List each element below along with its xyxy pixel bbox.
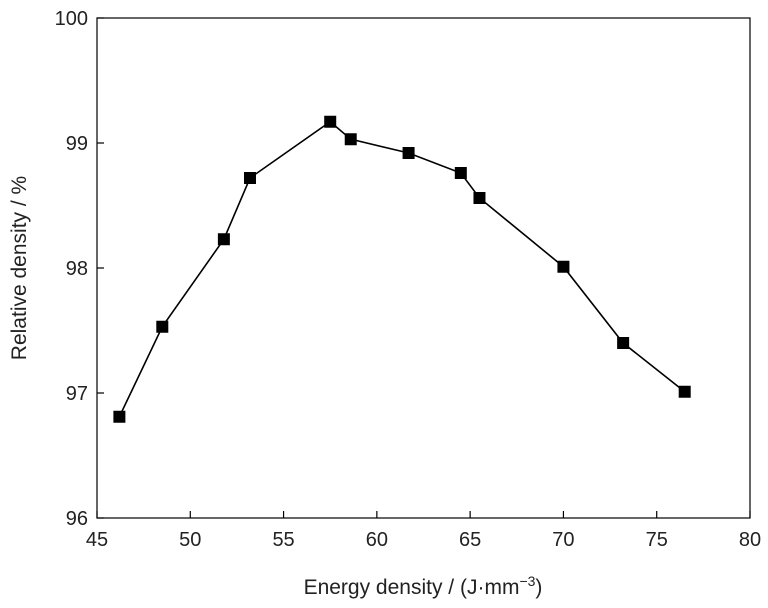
y-axis-ticks: 96 97 98 99 100	[55, 8, 104, 530]
x-tick-label: 45	[86, 529, 108, 551]
x-tick-label: 80	[739, 529, 761, 551]
data-point	[557, 260, 570, 273]
y-tick-label: 96	[66, 508, 88, 530]
y-tick-label: 97	[66, 383, 88, 405]
y-tick-label: 100	[55, 8, 88, 30]
plot-frame	[96, 17, 751, 519]
data-point	[678, 385, 691, 398]
data-point	[324, 115, 337, 128]
y-axis-title: Relative density / %	[8, 176, 31, 360]
data-markers	[113, 115, 691, 423]
series-line	[118, 120, 686, 418]
data-point	[344, 133, 357, 146]
x-tick-label: 65	[459, 529, 481, 551]
data-point	[617, 337, 630, 349]
data-point	[113, 410, 126, 423]
data-point	[473, 192, 486, 204]
x-axis-ticks: 45 50 55 60 65 70 75 80	[86, 511, 761, 551]
x-tick-label: 50	[179, 529, 201, 551]
x-tick-label: 75	[646, 529, 668, 551]
data-point	[402, 147, 415, 159]
data-point	[243, 172, 256, 184]
x-axis-title: Energy density / (J·mm−3)	[304, 573, 543, 599]
data-point	[156, 320, 169, 333]
data-point	[217, 233, 230, 246]
x-tick-label: 70	[552, 529, 574, 551]
data-point	[454, 167, 467, 179]
x-tick-label: 60	[366, 529, 388, 551]
y-tick-label: 98	[66, 258, 88, 280]
y-tick-label: 99	[66, 133, 88, 155]
x-tick-label: 55	[272, 529, 294, 551]
